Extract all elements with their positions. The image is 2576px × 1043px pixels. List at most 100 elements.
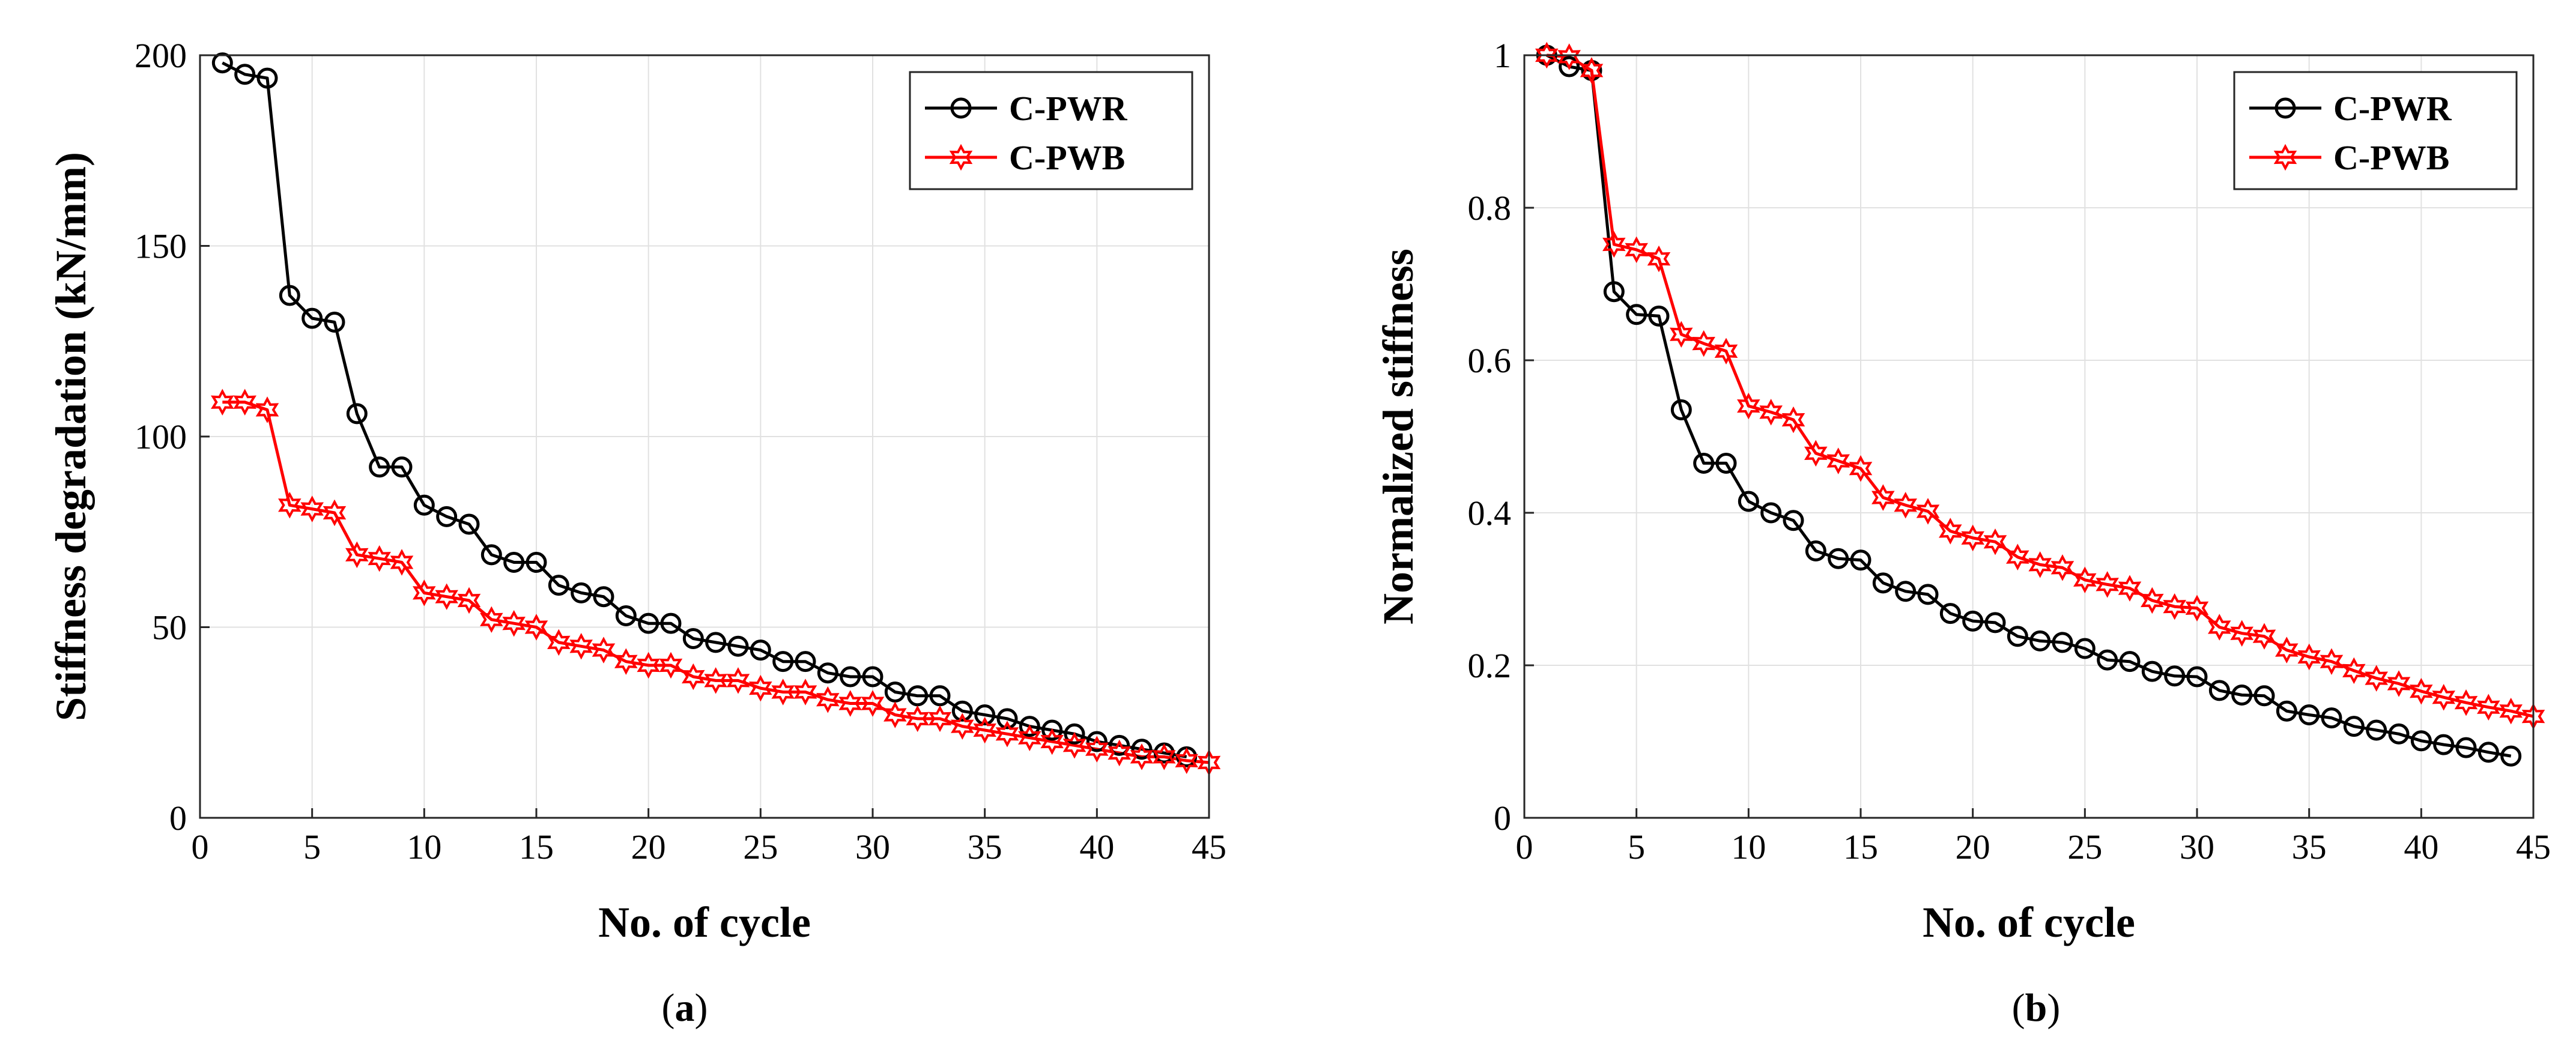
legend-marker-c-pwb: [949, 144, 973, 171]
data-point-c-pwr: [1603, 281, 1625, 303]
data-point-c-pwr: [2253, 685, 2275, 707]
data-point-c-pwb: [995, 721, 1019, 748]
data-point-c-pwb: [637, 651, 660, 679]
data-point-c-pwr: [2478, 742, 2499, 763]
data-point-c-pwr: [1715, 452, 1737, 474]
data-point-c-pwr: [458, 513, 480, 535]
data-point-c-pwb: [390, 549, 414, 576]
y-tick-label: 50: [152, 608, 187, 647]
data-point-c-pwr: [817, 662, 838, 684]
data-point-c-pwb: [1916, 498, 1940, 525]
data-point-c-pwb: [928, 705, 952, 733]
data-point-c-pwb: [300, 495, 324, 522]
data-point-c-pwb: [816, 686, 840, 713]
x-tick-label: 5: [1628, 827, 1645, 866]
x-tick-label: 0: [192, 827, 209, 866]
data-point-c-pwb: [2230, 620, 2253, 647]
y-axis-label: Normalized stiffness: [1374, 249, 1422, 624]
y-tick-label: 1: [1494, 36, 1511, 75]
data-point-c-pwb: [592, 636, 616, 664]
data-point-c-pwb: [1580, 57, 1604, 84]
data-point-c-pwb: [435, 583, 458, 610]
data-point-c-pwr: [1783, 510, 1804, 531]
y-tick-label: 200: [135, 36, 187, 75]
data-point-c-pwb: [1871, 484, 1895, 511]
data-point-c-pwb: [2141, 587, 2164, 614]
y-axis-label: Stiffness degradation (kN/mm): [47, 152, 95, 721]
data-point-c-pwr: [480, 544, 502, 566]
data-point-c-pwr: [1984, 612, 2006, 633]
data-point-c-pwb: [1557, 43, 1581, 70]
data-point-c-pwb: [659, 651, 683, 679]
legend-marker-c-pwr: [950, 97, 972, 119]
data-point-c-pwb: [704, 667, 727, 694]
data-point-c-pwb: [1670, 321, 1693, 348]
data-point-c-pwb: [2387, 670, 2411, 697]
series-line-c-pwr: [1546, 53, 2512, 758]
data-point-c-pwb: [1714, 337, 1738, 365]
data-point-c-pwb: [2432, 684, 2455, 711]
data-point-c-pwr: [1041, 719, 1063, 741]
data-point-c-pwr: [907, 685, 929, 707]
data-point-c-pwr: [2097, 649, 2118, 671]
data-point-c-pwb: [2410, 677, 2433, 705]
data-point-c-pwb: [480, 606, 503, 633]
data-point-c-pwr: [996, 708, 1018, 730]
x-axis-label: No. of cycle: [598, 898, 811, 946]
data-point-c-pwr: [1693, 452, 1715, 474]
data-point-c-pwb: [233, 388, 256, 416]
data-point-c-pwb: [2365, 665, 2388, 692]
data-point-c-pwr: [436, 506, 458, 527]
data-point-c-pwr: [2164, 665, 2186, 687]
data-point-c-pwb: [1602, 231, 1626, 258]
x-tick-label: 20: [631, 827, 666, 866]
data-point-c-pwr: [2343, 716, 2365, 737]
data-point-c-pwb: [2118, 575, 2142, 602]
data-point-c-pwr: [1895, 581, 1917, 602]
x-tick-label: 10: [1731, 827, 1766, 866]
data-point-c-pwb: [1130, 743, 1154, 770]
data-point-c-pwb: [1062, 732, 1086, 759]
data-point-c-pwr: [795, 651, 816, 673]
panel-b: 0 5 10 15 20 25 30 35 40 45 0 0.2 0.4 0.6 0.8 1 No. of…: [1374, 36, 2551, 1030]
data-point-c-pwb: [1983, 528, 2007, 555]
x-axis-label: No. of cycle: [1923, 898, 2135, 946]
data-point-c-pwr: [1626, 304, 1647, 325]
y-tick-labels: 0 50 100 150 200: [135, 36, 187, 838]
data-point-c-pwr: [615, 605, 637, 626]
data-point-c-pwb: [1804, 440, 1828, 467]
data-point-c-pwr: [1019, 716, 1040, 737]
panel-caption-a: (a): [662, 986, 708, 1030]
data-point-c-pwr: [772, 651, 794, 673]
plot-area-frame: [1523, 54, 2535, 819]
data-point-c-pwr: [682, 628, 704, 650]
data-point-c-pwb: [368, 545, 391, 572]
data-point-c-pwr: [705, 632, 727, 653]
data-point-c-pwr: [1828, 548, 1849, 569]
data-point-c-pwb: [1625, 236, 1648, 264]
data-point-c-pwb: [1781, 406, 1805, 434]
data-point-c-pwr: [2231, 685, 2253, 706]
data-point-c-pwb: [1692, 330, 1715, 357]
data-point-c-pwr: [1670, 399, 1692, 421]
x-tick-label: 0: [1516, 827, 1533, 866]
data-point-c-pwb: [2163, 593, 2186, 620]
data-point-c-pwb: [2275, 636, 2299, 664]
legend-box: [909, 71, 1193, 190]
data-point-c-pwb: [749, 674, 772, 702]
data-point-c-pwr: [2388, 723, 2410, 745]
data-point-c-pwr: [1064, 723, 1085, 745]
data-point-c-pwb: [1535, 41, 1559, 69]
data-point-c-pwb: [2185, 594, 2209, 622]
data-point-c-pwr: [211, 52, 233, 74]
data-point-c-pwr: [840, 666, 861, 688]
x-tick-label: 25: [2067, 827, 2102, 866]
data-point-c-pwr: [1939, 603, 1961, 624]
data-point-c-pwr: [929, 685, 951, 707]
x-tick-label: 40: [2404, 827, 2438, 866]
data-point-c-pwb: [1085, 736, 1109, 763]
data-point-c-pwr: [503, 552, 525, 573]
data-point-c-pwr: [727, 635, 749, 657]
plot-area-frame: [199, 54, 1210, 819]
